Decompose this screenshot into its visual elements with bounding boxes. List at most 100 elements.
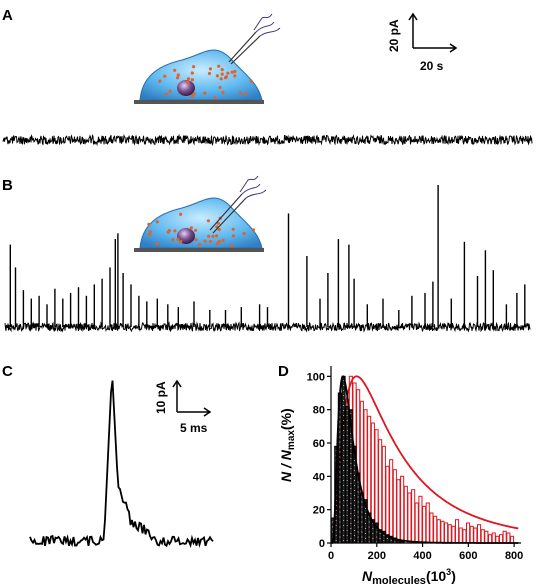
vesicle-dot: [215, 74, 219, 78]
substrate-bar: [134, 100, 264, 104]
cell-illustration-a: [134, 13, 281, 104]
nucleus-icon: [177, 80, 195, 96]
histogram-bar-red: [411, 489, 416, 544]
histogram-bar-red: [381, 445, 386, 544]
scalebar-c-y-label: 10 pA: [154, 381, 168, 414]
y-tick-label: 80: [313, 405, 325, 417]
histogram-bar-red: [385, 465, 390, 544]
vesicle-dot: [209, 239, 213, 244]
electrode-wire: [239, 175, 267, 199]
cell-body-icon: [139, 49, 263, 101]
vesicle-dot: [233, 74, 237, 78]
x-tick-label: 800: [505, 550, 523, 562]
panel-label-d: D: [278, 363, 289, 380]
vesicle-dot: [190, 78, 194, 82]
vesicle-dot: [203, 91, 207, 95]
panel-label-a: A: [2, 7, 13, 24]
fit-curve-red: [331, 375, 519, 544]
histogram-bar-red: [477, 524, 482, 544]
histogram-bar-red: [510, 535, 515, 544]
pipette-icon: [209, 193, 247, 234]
vesicle-dot: [176, 237, 180, 241]
histogram-bar-red: [502, 530, 507, 544]
scalebar-c-x-label: 5 ms: [180, 421, 208, 435]
vesicle-dot: [217, 64, 221, 68]
vesicle-dot: [230, 70, 234, 74]
vesicle-dot: [158, 79, 162, 83]
vesicle-dot: [215, 241, 220, 245]
histogram-bar-red: [422, 505, 427, 544]
y-tick-label: 60: [313, 438, 325, 450]
vesicle-dot: [163, 74, 167, 78]
histogram-bar-red: [378, 439, 383, 544]
y-tick-label: 0: [319, 538, 325, 550]
histogram-bar-red: [466, 522, 471, 544]
vesicle-dot: [186, 77, 191, 81]
histogram-bar-red: [444, 522, 449, 544]
vesicle-dot: [147, 222, 151, 226]
vesicle-dot: [189, 226, 193, 230]
panel-label-b: B: [2, 177, 13, 194]
vesicle-dot: [207, 71, 212, 76]
trace-c: [29, 380, 214, 549]
vesicle-dot: [230, 244, 234, 248]
histogram-bar-red: [455, 519, 460, 544]
histogram-bar-red: [447, 524, 452, 544]
histogram-bar-red: [440, 520, 445, 544]
vesicle-dot: [186, 80, 190, 84]
vesicle-dot: [243, 92, 247, 96]
x-tick-label: 400: [413, 550, 431, 562]
histogram-bar-red: [473, 527, 478, 544]
vesicle-dot: [198, 242, 202, 247]
vesicle-dot: [173, 229, 177, 233]
vesicle-dots: [158, 64, 253, 100]
histogram-chart: 0 20 40 60 80 100 0 200 400 600 800: [307, 366, 523, 562]
vesicle-dot: [155, 242, 159, 246]
histogram-bar-red: [462, 529, 467, 544]
vesicle-dot: [215, 234, 219, 238]
x-tick-label: 0: [328, 550, 334, 562]
histogram-bar-red: [425, 502, 430, 544]
trace-a: [2, 133, 533, 147]
vesicle-dot: [216, 221, 220, 225]
vesicle-dot: [192, 65, 196, 69]
pipette-icon: [228, 31, 261, 65]
vesicle-dot: [176, 76, 180, 80]
histogram-bar-red: [433, 515, 438, 544]
histogram-bar-red: [400, 475, 405, 544]
histogram-bar-red: [418, 495, 423, 544]
vesicle-dot: [147, 232, 152, 237]
vesicle-dot: [221, 90, 225, 95]
vesicle-dot: [223, 76, 228, 80]
y-tick-label: 40: [313, 471, 325, 483]
histogram-bar-black: [341, 375, 346, 544]
vesicle-dot: [190, 94, 194, 98]
vesicle-dot: [190, 71, 194, 75]
histogram-bar-red: [407, 492, 412, 544]
scalebar-a-y-label: 20 pA: [387, 19, 401, 52]
histogram-bar-red: [480, 529, 485, 544]
vesicle-dot: [221, 238, 225, 242]
histogram-bar-red: [396, 479, 401, 544]
vesicle-dot: [179, 212, 183, 216]
vesicle-dot: [176, 73, 180, 77]
vesicle-dot: [217, 228, 221, 232]
vesicle-dot: [194, 238, 198, 242]
vesicle-dot: [194, 228, 198, 232]
x-tick-label: 200: [368, 550, 386, 562]
y-tick-label: 100: [307, 371, 325, 383]
cell-illustration-b: [134, 175, 267, 252]
histogram-bar-red: [429, 512, 434, 544]
x-axis-label: Nmolecules(103): [362, 567, 456, 586]
histogram-bar-red: [506, 532, 511, 544]
scalebar-a-x-label: 20 s: [420, 59, 444, 73]
substrate-bar: [134, 248, 264, 252]
vesicle-dot: [171, 238, 175, 242]
vesicle-dot: [173, 68, 177, 72]
trace-b: [4, 185, 531, 333]
vesicle-dot: [242, 231, 246, 236]
histogram-bar-red: [488, 534, 493, 544]
vesicle-dot: [148, 230, 152, 234]
histogram-bar-red: [499, 534, 504, 544]
